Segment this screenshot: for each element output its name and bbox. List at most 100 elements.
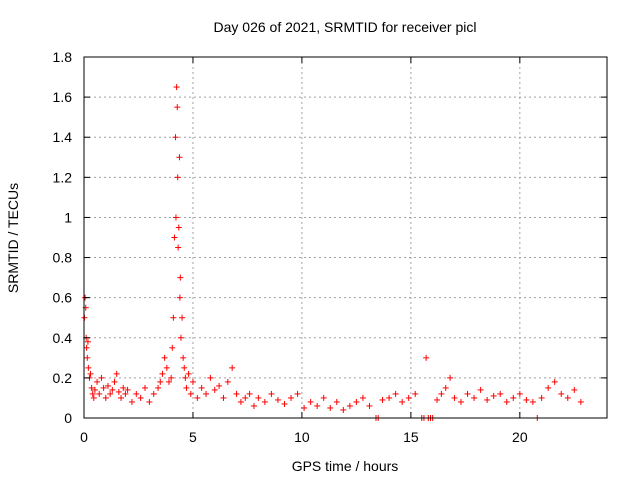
- data-point: [133, 390, 140, 397]
- data-point: [98, 374, 105, 381]
- data-point: [261, 398, 268, 405]
- data-point: [124, 386, 131, 393]
- data-point: [471, 394, 478, 401]
- y-tick-label: 1.2: [53, 169, 73, 185]
- data-point: [229, 364, 236, 371]
- data-point: [170, 314, 177, 321]
- x-tick-label: 0: [80, 429, 88, 445]
- data-point: [179, 314, 186, 321]
- data-point: [224, 378, 231, 385]
- y-tick-label: 1.6: [53, 89, 73, 105]
- data-point: [274, 396, 281, 403]
- data-point: [163, 364, 170, 371]
- y-tick-label: 1.8: [53, 49, 73, 65]
- x-tick-label: 10: [294, 429, 310, 445]
- data-point: [90, 394, 97, 401]
- data-point: [484, 396, 491, 403]
- data-point: [155, 384, 162, 391]
- data-point: [203, 390, 210, 397]
- y-tick-label: 0.8: [53, 250, 73, 266]
- data-point: [564, 394, 571, 401]
- data-point: [96, 390, 103, 397]
- data-point: [233, 390, 240, 397]
- data-point: [320, 394, 327, 401]
- x-tick-label: 20: [512, 429, 528, 445]
- data-point: [464, 390, 471, 397]
- y-tick-label: 0.2: [53, 370, 73, 386]
- data-point: [281, 400, 288, 407]
- data-point: [529, 398, 536, 405]
- plot-frame: [83, 56, 608, 419]
- y-tick-label: 0.4: [53, 330, 73, 346]
- data-point: [194, 394, 201, 401]
- data-point: [172, 134, 179, 141]
- data-point: [346, 402, 353, 409]
- data-point: [571, 386, 578, 393]
- data-point: [379, 396, 386, 403]
- data-point: [405, 394, 412, 401]
- data-point: [558, 390, 565, 397]
- y-tick-label: 0.6: [53, 290, 73, 306]
- data-point: [246, 390, 253, 397]
- data-point: [327, 404, 334, 411]
- data-point: [457, 398, 464, 405]
- data-point: [399, 398, 406, 405]
- data-point: [175, 224, 182, 231]
- data-point: [177, 274, 184, 281]
- data-point: [477, 386, 484, 393]
- data-point: [150, 390, 157, 397]
- x-tick-label: 5: [189, 429, 197, 445]
- data-point: [176, 294, 183, 301]
- data-point: [294, 390, 301, 397]
- data-point: [366, 402, 373, 409]
- data-point: [268, 390, 275, 397]
- data-point: [333, 398, 340, 405]
- data-point: [255, 394, 262, 401]
- data-point: [175, 244, 182, 251]
- data-point: [161, 354, 168, 361]
- data-point: [122, 390, 129, 397]
- data-point: [111, 378, 118, 385]
- y-tick-label: 0: [64, 410, 72, 426]
- data-point: [447, 374, 454, 381]
- data-point: [84, 354, 91, 361]
- data-point: [438, 390, 445, 397]
- data-point: [434, 396, 441, 403]
- data-point: [220, 394, 227, 401]
- data-point: [353, 398, 360, 405]
- y-tick-label: 1: [64, 209, 72, 225]
- data-point: [392, 390, 399, 397]
- data-point: [451, 394, 458, 401]
- data-point: [165, 378, 172, 385]
- data-point: [497, 390, 504, 397]
- data-point: [288, 394, 295, 401]
- data-point: [91, 386, 98, 393]
- data-point: [85, 364, 92, 371]
- y-axis-label: SRMTID / TECUs: [5, 183, 21, 293]
- data-point: [189, 378, 196, 385]
- data-point: [113, 370, 120, 377]
- data-point: [182, 374, 189, 381]
- data-point: [412, 390, 419, 397]
- data-point: [577, 398, 584, 405]
- data-point: [137, 394, 144, 401]
- data-point: [442, 384, 449, 391]
- data-point: [307, 398, 314, 405]
- data-point: [172, 214, 179, 221]
- data-point: [181, 364, 188, 371]
- data-point: [171, 234, 178, 241]
- data-point: [83, 344, 90, 351]
- data-point: [176, 154, 183, 161]
- data-point: [538, 394, 545, 401]
- data-point: [242, 394, 249, 401]
- data-point: [516, 390, 523, 397]
- data-point: [104, 382, 111, 389]
- data-point: [84, 338, 91, 345]
- data-point: [107, 390, 114, 397]
- data-point: [173, 84, 180, 91]
- data-point: [94, 378, 101, 385]
- data-point: [523, 396, 530, 403]
- data-point: [207, 374, 214, 381]
